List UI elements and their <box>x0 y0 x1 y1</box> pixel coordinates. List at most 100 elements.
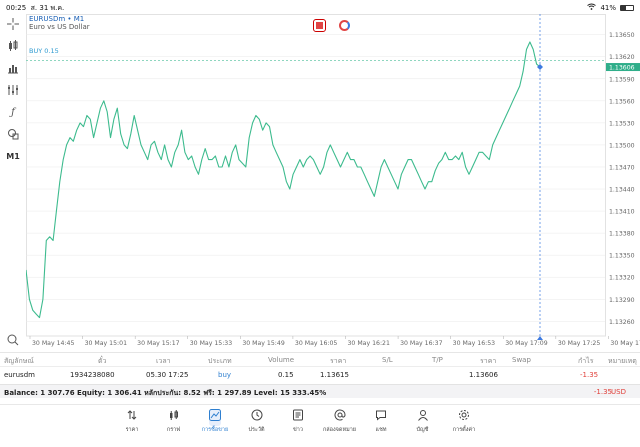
nav-item[interactable]: บัญชี <box>400 409 446 434</box>
y-tick-label: 1.13620 <box>609 54 635 61</box>
nav-item[interactable]: การตั้งค่า <box>441 409 487 434</box>
table-header-cell[interactable]: กำไร <box>578 357 594 365</box>
status-date: ส. 31 พ.ค. <box>30 4 65 12</box>
nav-item[interactable]: การซื้อขาย <box>192 409 238 434</box>
nav-item[interactable]: ประวัติ <box>234 409 280 434</box>
plot-frame <box>26 14 606 337</box>
x-tick-label: 30 May 15:33 <box>190 340 232 347</box>
nav-item-label: ราคา <box>125 427 139 433</box>
table-header-cell[interactable]: Swap <box>512 356 531 364</box>
row-profit: -1.35 <box>580 371 599 379</box>
chart-symbol: EURUSDm • M1 <box>29 15 85 23</box>
indicators-icon[interactable] <box>4 82 22 98</box>
nav-item-label: บัญชี <box>416 427 429 433</box>
table-header-cell[interactable]: ราคา <box>330 357 347 365</box>
crosshair-point <box>537 64 543 71</box>
arrows-icon <box>126 409 138 426</box>
balance-profit: -1.35 <box>593 388 612 396</box>
nav-item[interactable]: กราฟ <box>151 409 197 434</box>
y-tick-label: 1.13590 <box>609 76 635 83</box>
nav-item-label: การซื้อขาย <box>201 427 229 433</box>
row-open-price: 1.13615 <box>320 371 349 379</box>
trade-icon <box>209 409 221 426</box>
shapes-icon[interactable] <box>4 126 22 142</box>
nav-item-label: ประวัติ <box>248 427 265 433</box>
x-tick-label: 30 May 17:41 <box>610 340 640 347</box>
chat-icon <box>375 409 387 426</box>
current-price-label: 1.13606 <box>609 64 635 71</box>
row-ticket: 1934238080 <box>70 371 115 379</box>
nav-item[interactable]: ราคา <box>109 409 155 434</box>
history-icon <box>251 409 263 426</box>
positions-table: สัญลักษณ์ ตั๋ว เวลา ประเภท Volume ราคา S/L T/P ร… <box>0 352 640 384</box>
chart-icon <box>168 409 180 426</box>
balance-bar: Balance: 1 307.76 Equity: 1 306.41 หลักป… <box>0 384 640 398</box>
row-current-price: 1.13606 <box>469 371 498 379</box>
battery-fill <box>621 5 626 10</box>
nav-item-label: กราฟ <box>166 427 181 433</box>
table-header-cell[interactable]: ประเภท <box>208 357 232 365</box>
nav-item[interactable]: ข่าว <box>275 409 321 434</box>
x-tick-label: 30 May 14:45 <box>32 340 74 347</box>
crosshair-marker <box>537 336 543 340</box>
battery-percent: 41% <box>600 3 616 12</box>
table-header-cell[interactable]: ตั๋ว <box>98 357 107 365</box>
table-header-cell[interactable]: Volume <box>268 356 295 364</box>
y-tick-label: 1.13380 <box>609 231 635 238</box>
price-series-line <box>26 41 541 319</box>
balance-text: Balance: 1 307.76 Equity: 1 306.41 หลักป… <box>4 389 327 397</box>
x-tick-label: 30 May 16:53 <box>453 340 495 347</box>
table-header-cell[interactable]: หมายเหตุ <box>608 357 637 365</box>
table-row[interactable]: eurusdm 1934238080 05.30 17:25 buy 0.15 … <box>0 366 640 384</box>
x-tick-label: 30 May 15:49 <box>242 340 284 347</box>
nav-item[interactable]: แชท <box>358 409 404 434</box>
row-symbol: eurusdm <box>4 371 35 379</box>
news-icon <box>292 409 304 426</box>
row-time: 05.30 17:25 <box>146 371 189 379</box>
x-tick-label: 30 May 17:25 <box>558 340 600 347</box>
timeframe-button[interactable]: M1 <box>6 151 20 161</box>
y-tick-label: 1.13260 <box>609 319 635 326</box>
mail-icon <box>334 409 346 426</box>
x-tick-label: 30 May 16:05 <box>295 340 337 347</box>
trade-panel-icon[interactable] <box>313 19 326 32</box>
y-tick-label: 1.13350 <box>609 253 635 260</box>
y-tick-label: 1.13530 <box>609 120 635 127</box>
table-header-cell[interactable]: สัญลักษณ์ <box>4 357 34 365</box>
wifi-icon <box>587 3 597 12</box>
account-icon <box>417 409 429 426</box>
balance-currency: USD <box>611 388 626 396</box>
crosshair-icon[interactable] <box>4 16 22 32</box>
y-tick-label: 1.13470 <box>609 164 635 171</box>
x-tick-label: 30 May 16:37 <box>400 340 442 347</box>
table-header: สัญลักษณ์ ตั๋ว เวลา ประเภท Volume ราคา S/L T/P ร… <box>0 352 640 366</box>
x-tick-label: 30 May 16:21 <box>348 340 390 347</box>
function-icon[interactable]: ƒ <box>11 106 15 118</box>
table-header-cell[interactable]: T/P <box>432 356 443 364</box>
order-line-label: BUY 0.15 <box>29 47 59 55</box>
y-tick-label: 1.13560 <box>609 98 635 105</box>
chart-description: Euro vs US Dollar <box>29 23 90 31</box>
nav-item-label: ข่าว <box>293 427 303 433</box>
price-chart[interactable]: 1.13650 1.13620 1.13590 1.13560 1.13530 1.135… <box>26 14 640 351</box>
y-tick-label: 1.13500 <box>609 142 635 149</box>
nav-item[interactable]: กล่องจดหมาย <box>317 409 363 434</box>
table-header-cell[interactable]: เวลา <box>156 357 171 365</box>
y-tick-label: 1.13290 <box>609 297 635 304</box>
one-click-icon[interactable] <box>339 20 350 31</box>
candles-icon[interactable] <box>4 38 22 54</box>
status-bar: 00:25 ส. 31 พ.ค. 41% <box>0 0 640 14</box>
zoom-icon[interactable] <box>4 332 22 348</box>
chart-toolbar: ƒ M1 <box>0 14 26 350</box>
y-tick-label: 1.13320 <box>609 275 635 282</box>
y-tick-label: 1.13440 <box>609 187 635 194</box>
row-type: buy <box>218 371 232 379</box>
settings-icon <box>458 409 470 426</box>
table-header-cell[interactable]: ราคา <box>480 357 497 365</box>
table-header-cell[interactable]: S/L <box>382 356 393 364</box>
y-tick-label: 1.13650 <box>609 32 635 39</box>
status-time: 00:25 <box>6 4 27 12</box>
bars-icon[interactable] <box>4 60 22 76</box>
chart-svg: 1.13650 1.13620 1.13590 1.13560 1.13530 1.135… <box>26 14 640 347</box>
nav-item-label: กล่องจดหมาย <box>322 427 357 433</box>
